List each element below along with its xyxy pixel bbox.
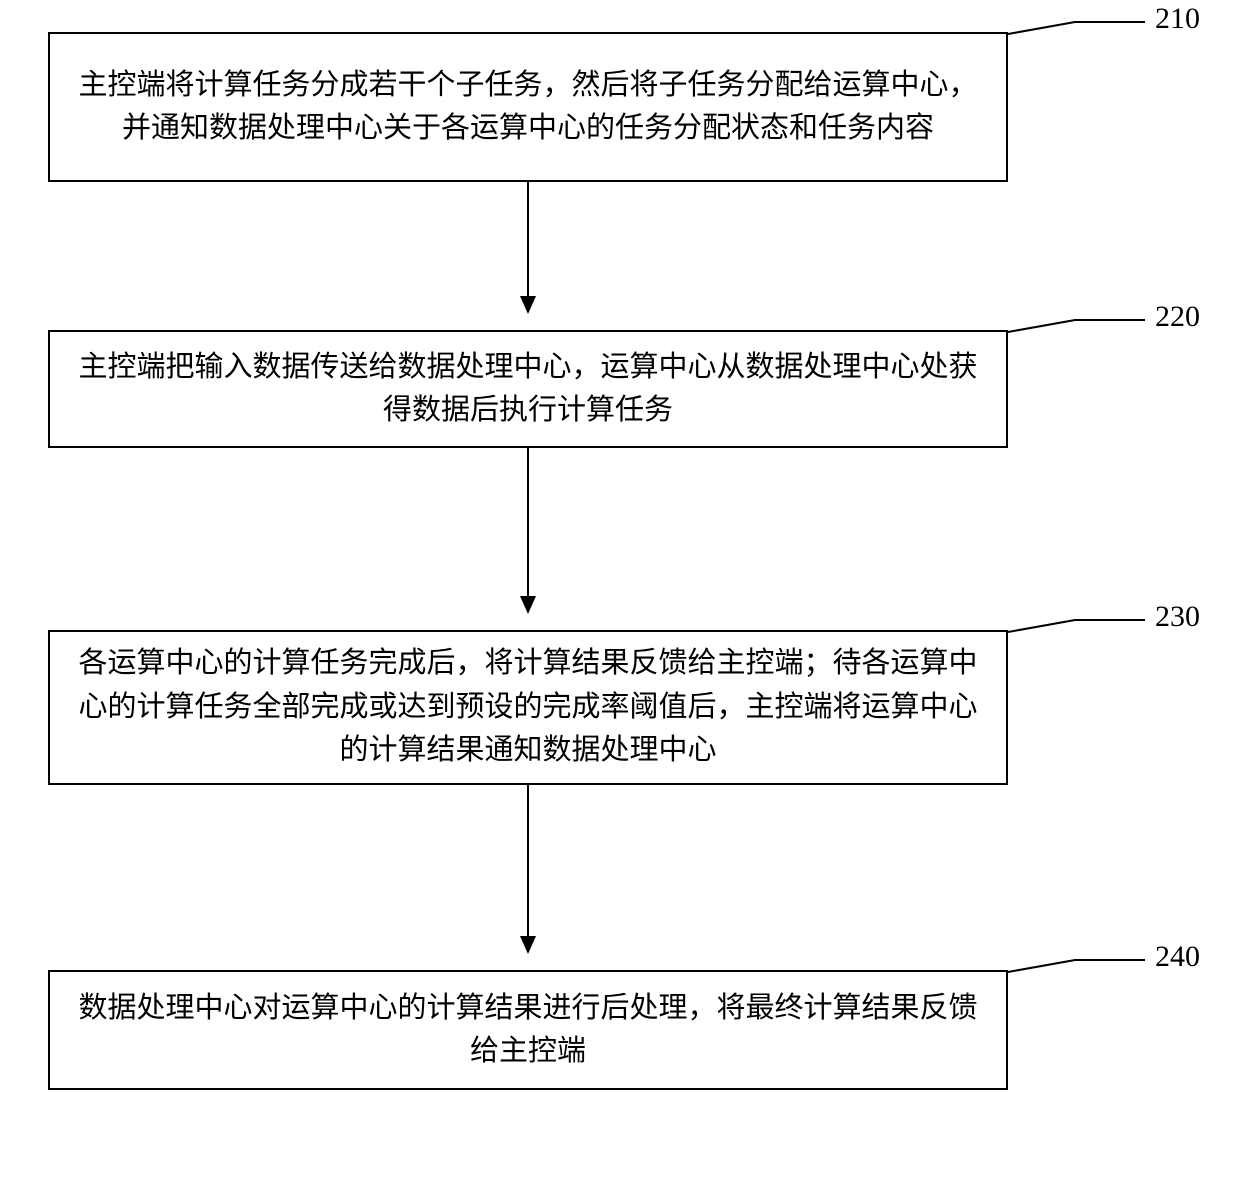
flow-node-210: 主控端将计算任务分成若干个子任务，然后将子任务分配给运算中心，并通知数据处理中心…	[48, 32, 1008, 182]
leader-230	[1008, 620, 1145, 632]
step-number-240: 240	[1155, 940, 1200, 974]
flowchart-canvas: 主控端将计算任务分成若干个子任务，然后将子任务分配给运算中心，并通知数据处理中心…	[0, 0, 1240, 1194]
flow-node-text: 数据处理中心对运算中心的计算结果进行后处理，将最终计算结果反馈给主控端	[74, 987, 982, 1074]
step-number-210: 210	[1155, 2, 1200, 36]
flow-node-text: 主控端把输入数据传送给数据处理中心，运算中心从数据处理中心处获得数据后执行计算任…	[74, 346, 982, 433]
step-number-220: 220	[1155, 300, 1200, 334]
leader-240	[1008, 960, 1145, 972]
flow-node-text: 主控端将计算任务分成若干个子任务，然后将子任务分配给运算中心，并通知数据处理中心…	[74, 64, 982, 151]
leader-220	[1008, 320, 1145, 332]
leader-210	[1008, 22, 1145, 34]
flow-node-text: 各运算中心的计算任务完成后，将计算结果反馈给主控端；待各运算中心的计算任务全部完…	[74, 642, 982, 773]
flow-node-240: 数据处理中心对运算中心的计算结果进行后处理，将最终计算结果反馈给主控端	[48, 970, 1008, 1090]
flow-node-220: 主控端把输入数据传送给数据处理中心，运算中心从数据处理中心处获得数据后执行计算任…	[48, 330, 1008, 448]
step-number-230: 230	[1155, 600, 1200, 634]
flow-node-230: 各运算中心的计算任务完成后，将计算结果反馈给主控端；待各运算中心的计算任务全部完…	[48, 630, 1008, 785]
